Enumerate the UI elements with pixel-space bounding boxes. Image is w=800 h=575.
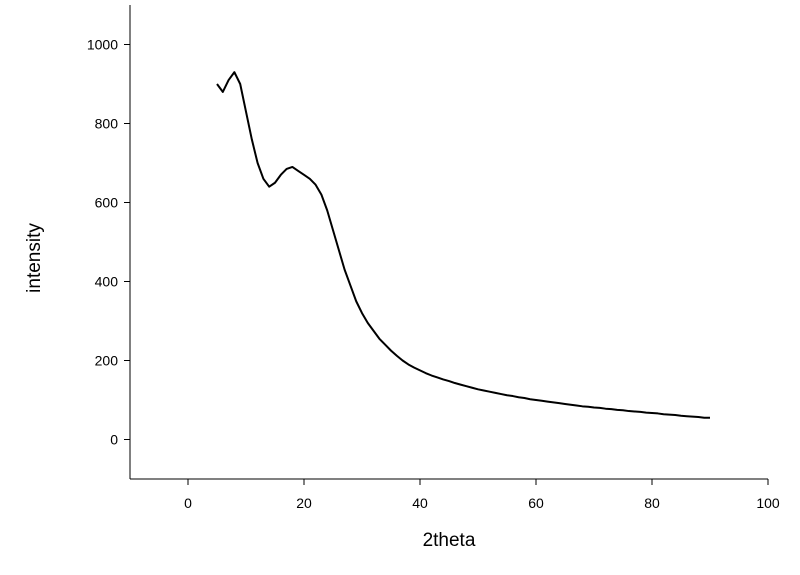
x-tick-label: 100 [756,495,780,511]
x-tick-label: 20 [296,495,312,511]
x-axis-title: 2theta [423,530,476,551]
y-tick-label: 600 [95,195,119,211]
y-tick-label: 1000 [87,37,118,53]
y-tick-label: 0 [110,432,118,448]
y-tick-label: 200 [95,353,119,369]
y-tick-label: 400 [95,274,119,290]
y-axis-title: intensity [24,223,45,293]
y-tick-label: 800 [95,116,119,132]
x-tick-label: 0 [184,495,192,511]
x-tick-label: 60 [528,495,544,511]
data-line [216,71,710,419]
x-tick-label: 80 [644,495,660,511]
x-tick-label: 40 [412,495,428,511]
